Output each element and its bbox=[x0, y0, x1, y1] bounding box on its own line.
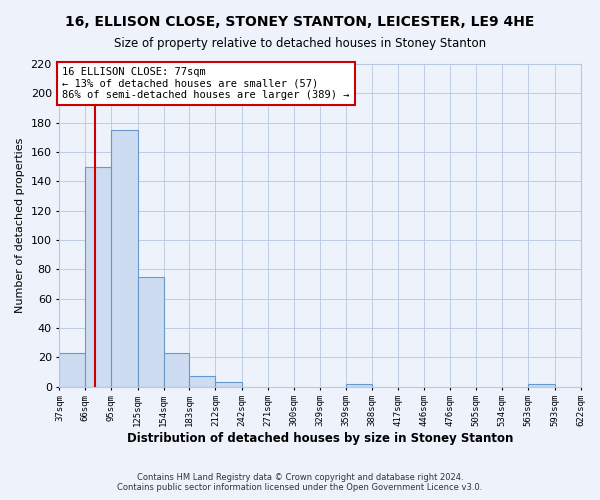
Text: 16, ELLISON CLOSE, STONEY STANTON, LEICESTER, LE9 4HE: 16, ELLISON CLOSE, STONEY STANTON, LEICE… bbox=[65, 15, 535, 29]
Text: Size of property relative to detached houses in Stoney Stanton: Size of property relative to detached ho… bbox=[114, 38, 486, 51]
Bar bbox=[111, 130, 138, 386]
X-axis label: Distribution of detached houses by size in Stoney Stanton: Distribution of detached houses by size … bbox=[127, 432, 513, 445]
Text: Contains HM Land Registry data © Crown copyright and database right 2024.
Contai: Contains HM Land Registry data © Crown c… bbox=[118, 473, 482, 492]
Bar bbox=[528, 384, 554, 386]
Bar bbox=[138, 276, 164, 386]
Bar bbox=[346, 384, 372, 386]
Bar bbox=[59, 353, 85, 386]
Bar bbox=[190, 376, 215, 386]
Text: 16 ELLISON CLOSE: 77sqm
← 13% of detached houses are smaller (57)
86% of semi-de: 16 ELLISON CLOSE: 77sqm ← 13% of detache… bbox=[62, 67, 350, 100]
Bar bbox=[215, 382, 242, 386]
Bar bbox=[164, 353, 190, 386]
Bar bbox=[85, 166, 111, 386]
Y-axis label: Number of detached properties: Number of detached properties bbox=[15, 138, 25, 313]
